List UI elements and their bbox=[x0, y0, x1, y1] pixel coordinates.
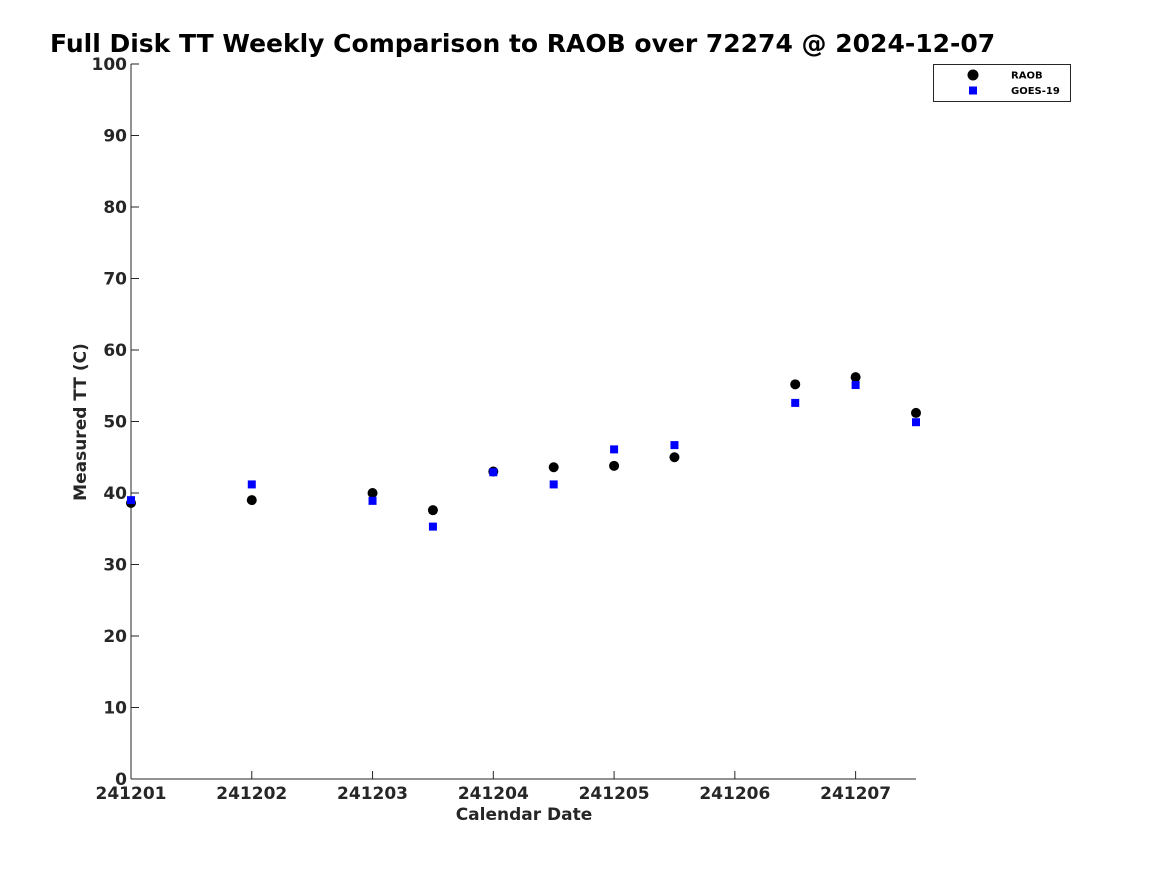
data-point-square bbox=[247, 480, 256, 489]
legend-label-raob: RAOB bbox=[1011, 71, 1043, 82]
data-point-circle bbox=[850, 372, 861, 383]
y-tick-label: 100 bbox=[92, 55, 128, 75]
y-tick-label: 20 bbox=[103, 627, 127, 647]
series-raob bbox=[126, 372, 921, 516]
data-point-square bbox=[851, 381, 860, 390]
data-point-circle bbox=[790, 379, 801, 390]
data-point-circle bbox=[669, 452, 680, 463]
chart-title: Full Disk TT Weekly Comparison to RAOB o… bbox=[50, 29, 995, 58]
data-point-circle bbox=[609, 460, 620, 471]
legend-box bbox=[933, 64, 1071, 102]
x-tick-label: 241205 bbox=[579, 784, 650, 804]
data-point-circle bbox=[911, 407, 921, 418]
x-axis-label: Calendar Date bbox=[456, 805, 593, 825]
data-point-circle bbox=[246, 495, 257, 506]
y-tick-label: 70 bbox=[103, 270, 127, 290]
series-layer bbox=[126, 372, 921, 531]
data-point-circle bbox=[367, 488, 378, 498]
y-ticks: 0 10 20 30 40 50 60 70 80 90 100 bbox=[92, 55, 139, 790]
series-goes-19 bbox=[127, 381, 920, 531]
legend-marker-raob bbox=[967, 69, 979, 81]
x-tick-label: 241201 bbox=[96, 784, 167, 804]
data-point-square bbox=[610, 445, 619, 454]
y-tick-label: 60 bbox=[103, 341, 127, 361]
data-point-square bbox=[368, 496, 377, 505]
x-tick-label: 241207 bbox=[820, 784, 891, 804]
legend: RAOB GOES-19 bbox=[933, 64, 1071, 102]
data-point-square bbox=[489, 468, 498, 477]
y-tick-label: 10 bbox=[103, 699, 127, 719]
x-ticks: 241201 241202 241203 241204 241205 241206 2412… bbox=[96, 771, 891, 804]
data-point-square bbox=[791, 398, 800, 407]
x-tick-label: 241206 bbox=[699, 784, 770, 804]
y-tick-label: 90 bbox=[103, 127, 127, 147]
y-tick-label: 50 bbox=[103, 413, 127, 433]
data-point-circle bbox=[427, 505, 438, 516]
y-tick-label: 0 bbox=[115, 770, 127, 790]
data-point-square bbox=[670, 441, 679, 450]
x-tick-label: 241202 bbox=[216, 784, 287, 804]
data-point-square bbox=[549, 480, 558, 489]
y-tick-label: 40 bbox=[103, 484, 127, 504]
legend-label-goes-19: GOES-19 bbox=[1011, 86, 1060, 97]
y-tick-label: 80 bbox=[103, 198, 127, 218]
legend-marker-goes-19 bbox=[969, 86, 977, 95]
data-point-square bbox=[912, 418, 920, 427]
data-point-square bbox=[127, 496, 135, 505]
data-point-square bbox=[428, 522, 437, 531]
x-tick-label: 241204 bbox=[458, 784, 529, 804]
data-point-circle bbox=[548, 462, 559, 473]
x-tick-label: 241203 bbox=[337, 784, 408, 804]
y-tick-label: 30 bbox=[103, 556, 127, 576]
plot-area bbox=[130, 64, 916, 780]
y-axis-label: Measured TT (C) bbox=[71, 343, 91, 501]
